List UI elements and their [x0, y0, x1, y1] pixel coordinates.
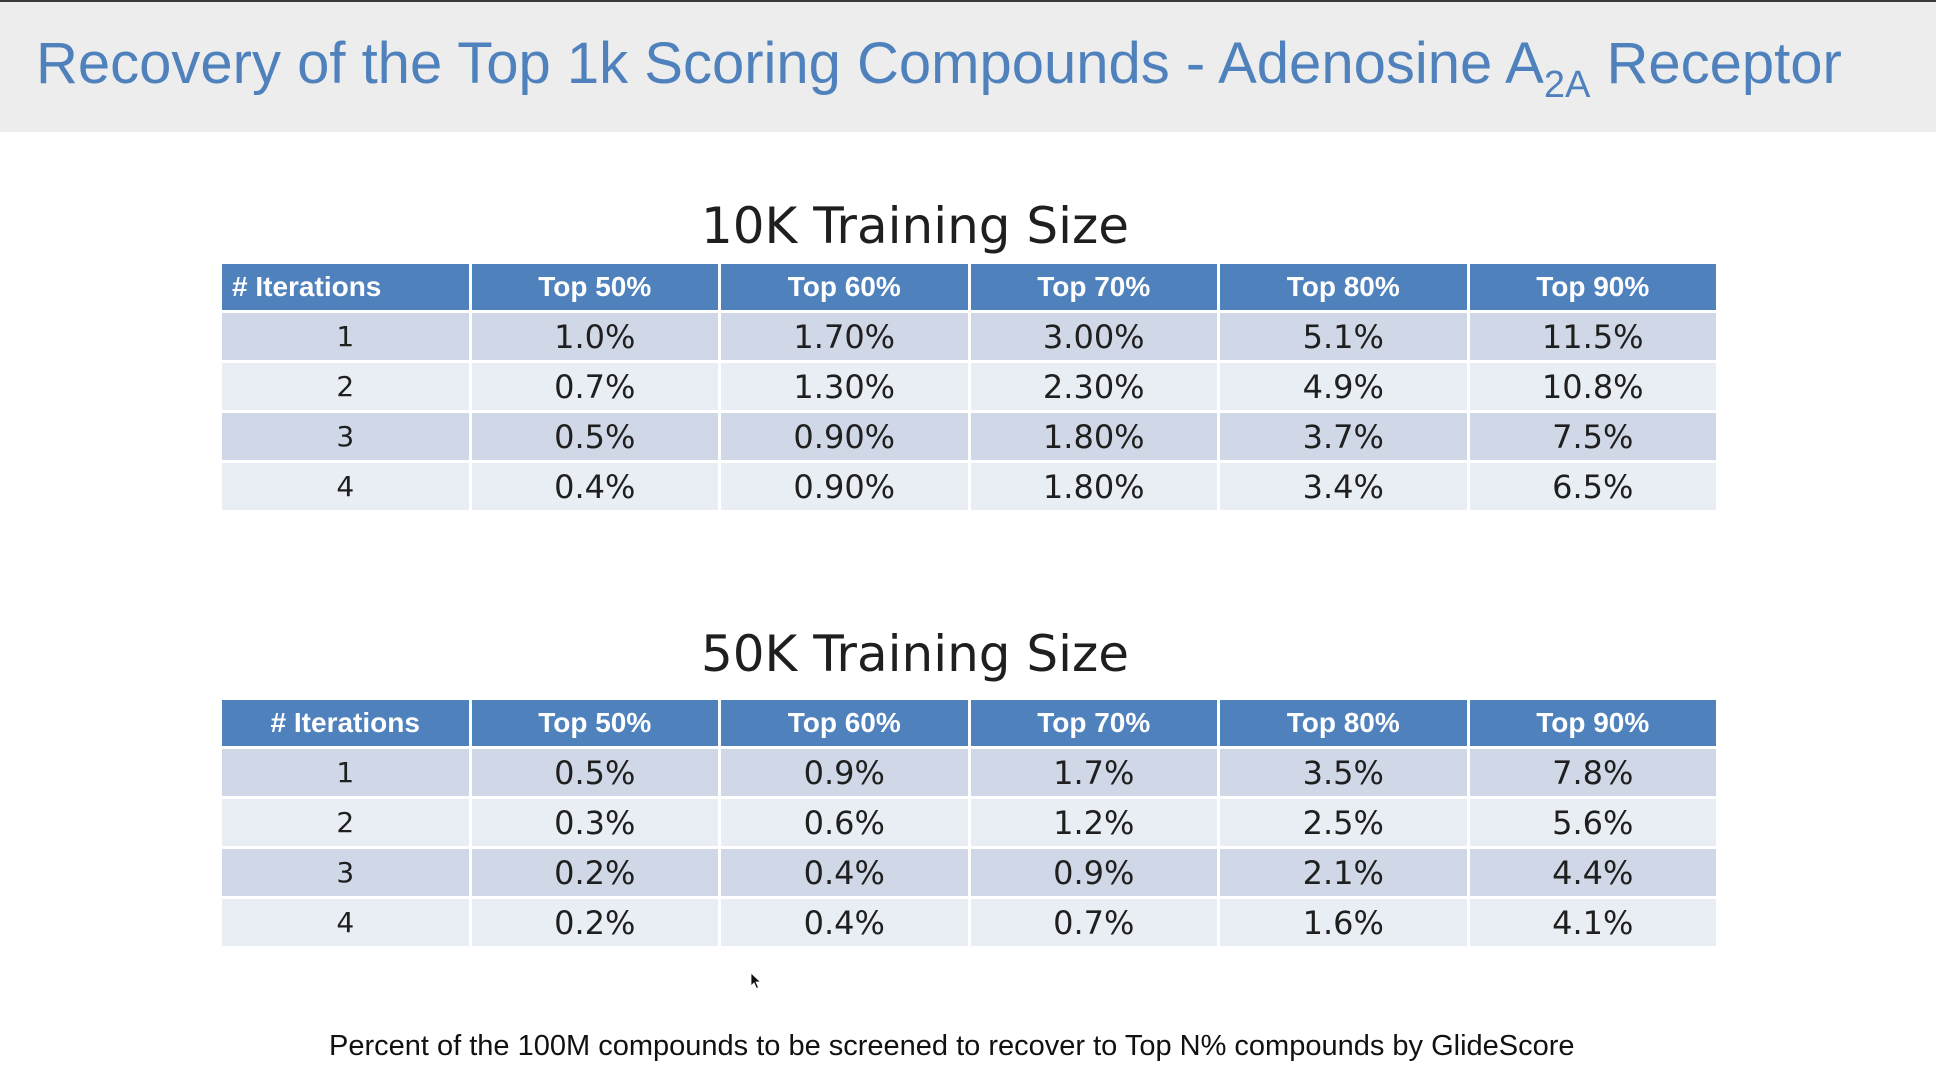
header-top-90: Top 90%: [1469, 700, 1716, 746]
cell-top-80: 4.9%: [1220, 363, 1467, 410]
table-row: 1 0.5% 0.9% 1.7% 3.5% 7.8%: [222, 749, 1716, 796]
cell-top-50: 0.2%: [471, 849, 718, 896]
table-row: 3 0.5% 0.90% 1.80% 3.7% 7.5%: [222, 413, 1716, 460]
mouse-cursor-icon: [750, 972, 762, 990]
table-row: 4 0.2% 0.4% 0.7% 1.6% 4.1%: [222, 899, 1716, 946]
cell-top-60: 0.4%: [721, 849, 968, 896]
cell-iteration: 2: [222, 363, 469, 410]
table-row: 1 1.0% 1.70% 3.00% 5.1% 11.5%: [222, 313, 1716, 360]
header-row: # Iterations Top 50% Top 60% Top 70% Top…: [222, 700, 1716, 746]
cell-iteration: 2: [222, 799, 469, 846]
cell-top-60: 0.6%: [721, 799, 968, 846]
cell-top-80: 2.1%: [1220, 849, 1467, 896]
header-top-80: Top 80%: [1220, 700, 1467, 746]
cell-top-60: 1.30%: [721, 363, 968, 410]
cell-iteration: 4: [222, 463, 469, 510]
cell-top-60: 0.9%: [721, 749, 968, 796]
slide-title-main: Recovery of the Top 1k Scoring Compounds…: [36, 31, 1544, 96]
header-top-60: Top 60%: [721, 700, 968, 746]
header-row: # Iterations Top 50% Top 60% Top 70% Top…: [222, 264, 1716, 310]
table-row: 2 0.7% 1.30% 2.30% 4.9% 10.8%: [222, 363, 1716, 410]
table-row: 2 0.3% 0.6% 1.2% 2.5% 5.6%: [222, 799, 1716, 846]
cell-top-60: 0.90%: [721, 413, 968, 460]
cell-top-80: 5.1%: [1220, 313, 1467, 360]
header-top-90: Top 90%: [1469, 264, 1716, 310]
title-band: Recovery of the Top 1k Scoring Compounds…: [0, 2, 1936, 132]
cell-top-90: 11.5%: [1469, 313, 1716, 360]
cell-top-90: 10.8%: [1469, 363, 1716, 410]
cell-top-80: 2.5%: [1220, 799, 1467, 846]
cell-top-50: 1.0%: [471, 313, 718, 360]
header-iterations: # Iterations: [222, 700, 469, 746]
table-row: 3 0.2% 0.4% 0.9% 2.1% 4.4%: [222, 849, 1716, 896]
cell-top-50: 0.5%: [471, 749, 718, 796]
cell-top-80: 1.6%: [1220, 899, 1467, 946]
slide-title-subscript: 2A: [1543, 64, 1591, 106]
cell-top-70: 2.30%: [970, 363, 1217, 410]
cell-iteration: 3: [222, 413, 469, 460]
cell-top-90: 4.1%: [1469, 899, 1716, 946]
header-iterations: # Iterations: [222, 264, 469, 310]
cell-top-60: 0.4%: [721, 899, 968, 946]
header-top-60: Top 60%: [721, 264, 968, 310]
cell-top-60: 0.90%: [721, 463, 968, 510]
cell-iteration: 3: [222, 849, 469, 896]
cell-top-90: 4.4%: [1469, 849, 1716, 896]
slide-title: Recovery of the Top 1k Scoring Compounds…: [36, 30, 1842, 104]
cell-top-80: 3.4%: [1220, 463, 1467, 510]
cell-top-50: 0.4%: [471, 463, 718, 510]
cell-top-80: 3.7%: [1220, 413, 1467, 460]
cell-top-70: 1.80%: [970, 463, 1217, 510]
header-top-80: Top 80%: [1220, 264, 1467, 310]
cell-top-50: 0.7%: [471, 363, 718, 410]
results-table-50k: # Iterations Top 50% Top 60% Top 70% Top…: [219, 697, 1719, 949]
cell-iteration: 1: [222, 749, 469, 796]
cell-top-90: 7.8%: [1469, 749, 1716, 796]
table-title-10k: 10K Training Size: [700, 197, 1130, 255]
cell-top-70: 3.00%: [970, 313, 1217, 360]
header-top-50: Top 50%: [471, 264, 718, 310]
table-row: 4 0.4% 0.90% 1.80% 3.4% 6.5%: [222, 463, 1716, 510]
cell-top-50: 0.2%: [471, 899, 718, 946]
cell-top-70: 1.80%: [970, 413, 1217, 460]
results-table-10k: # Iterations Top 50% Top 60% Top 70% Top…: [219, 261, 1719, 513]
cell-top-70: 0.7%: [970, 899, 1217, 946]
header-top-50: Top 50%: [471, 700, 718, 746]
cell-top-90: 5.6%: [1469, 799, 1716, 846]
header-top-70: Top 70%: [970, 264, 1217, 310]
top-rule: [0, 0, 1936, 2]
cell-top-50: 0.3%: [471, 799, 718, 846]
cell-top-60: 1.70%: [721, 313, 968, 360]
slide-title-end: Receptor: [1590, 31, 1842, 96]
header-top-70: Top 70%: [970, 700, 1217, 746]
table-title-50k: 50K Training Size: [700, 625, 1130, 683]
footnote: Percent of the 100M compounds to be scre…: [329, 1030, 1575, 1062]
cell-iteration: 4: [222, 899, 469, 946]
cell-top-50: 0.5%: [471, 413, 718, 460]
cell-iteration: 1: [222, 313, 469, 360]
cell-top-90: 6.5%: [1469, 463, 1716, 510]
cell-top-70: 1.7%: [970, 749, 1217, 796]
cell-top-80: 3.5%: [1220, 749, 1467, 796]
cell-top-70: 0.9%: [970, 849, 1217, 896]
cell-top-90: 7.5%: [1469, 413, 1716, 460]
cell-top-70: 1.2%: [970, 799, 1217, 846]
